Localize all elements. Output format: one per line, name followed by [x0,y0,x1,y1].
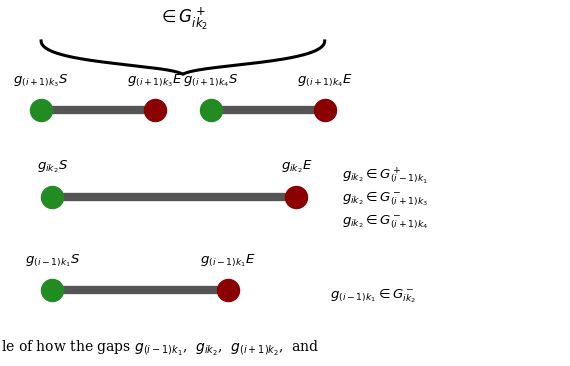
Point [292,194,301,199]
Text: $g_{ik_2}S$: $g_{ik_2}S$ [37,159,68,175]
Point [48,287,57,293]
Text: $g_{(i-1)k_1} \in G^-_{ik_2}$: $g_{(i-1)k_1} \in G^-_{ik_2}$ [331,286,417,305]
Text: $g_{ik_2}E$: $g_{ik_2}E$ [280,159,312,175]
Text: le of how the gaps $g_{(i-1)k_1}$,  $g_{ik_2}$,  $g_{(i+1)k_2}$,  and: le of how the gaps $g_{(i-1)k_1}$, $g_{i… [1,339,320,358]
Text: $g_{(i+1)k_4}E$: $g_{(i+1)k_4}E$ [297,72,353,89]
Text: $g_{(i+1)k_3}S$: $g_{(i+1)k_3}S$ [13,72,69,89]
Text: $g_{ik_2} \in G^-_{(i+1)k_4}$: $g_{ik_2} \in G^-_{(i+1)k_4}$ [342,212,428,231]
Point [36,107,46,113]
Point [150,107,159,113]
Point [207,107,216,113]
Text: $g_{ik_2} \in G^-_{(i+1)k_3}$: $g_{ik_2} \in G^-_{(i+1)k_3}$ [342,189,428,208]
Point [223,287,233,293]
Point [320,107,329,113]
Text: $g_{(i+1)k_4}S$: $g_{(i+1)k_4}S$ [184,72,239,89]
Text: $g_{ik_2} \in G^+_{(i-1)k_1}$: $g_{ik_2} \in G^+_{(i-1)k_1}$ [342,165,428,186]
Text: $g_{(i+1)k_3}E$: $g_{(i+1)k_3}E$ [127,72,182,89]
Text: $g_{(i-1)k_1}S$: $g_{(i-1)k_1}S$ [25,253,80,269]
Text: $g_{(i-1)k_1}E$: $g_{(i-1)k_1}E$ [200,253,256,269]
Text: $\in G^+_{ik_2}$: $\in G^+_{ik_2}$ [158,6,208,32]
Point [48,194,57,199]
